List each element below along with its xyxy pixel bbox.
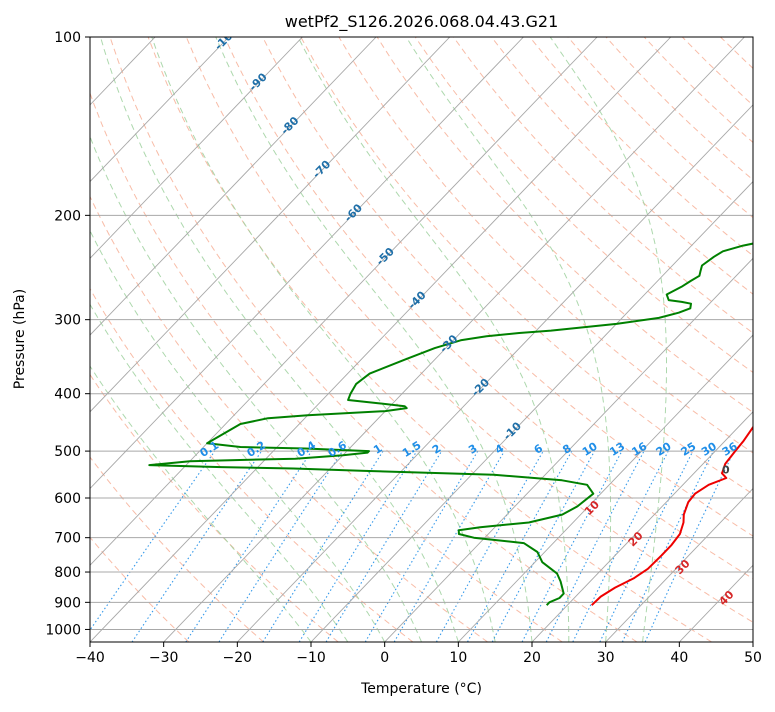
- x-tick-label: 40: [670, 650, 688, 666]
- x-tick-label: −40: [75, 650, 105, 666]
- y-tick-label: 200: [54, 208, 81, 224]
- y-tick-label: 600: [54, 491, 81, 507]
- y-tick-label: 500: [54, 444, 81, 460]
- x-tick-label: 50: [744, 650, 762, 666]
- x-tick-label: −30: [149, 650, 179, 666]
- x-tick-label: 20: [523, 650, 541, 666]
- y-tick-label: 800: [54, 565, 81, 581]
- x-tick-label: −20: [223, 650, 253, 666]
- y-tick-label: 400: [54, 387, 81, 403]
- y-tick-label: 900: [54, 595, 81, 611]
- y-tick-label: 1000: [45, 622, 81, 638]
- y-tick-label: 700: [54, 531, 81, 547]
- x-tick-label: 30: [597, 650, 615, 666]
- y-axis-label: Pressure (hPa): [12, 289, 28, 389]
- x-tick-label: −10: [296, 650, 326, 666]
- x-tick-label: 0: [380, 650, 389, 666]
- x-tick-label: 10: [449, 650, 467, 666]
- chart-title: wetPf2_S126.2026.068.04.43.G21: [285, 12, 559, 32]
- y-tick-label: 300: [54, 313, 81, 329]
- x-axis-label: Temperature (°C): [360, 681, 482, 697]
- y-tick-label: 100: [54, 30, 81, 46]
- parcel-marker-label: 0: [722, 464, 730, 477]
